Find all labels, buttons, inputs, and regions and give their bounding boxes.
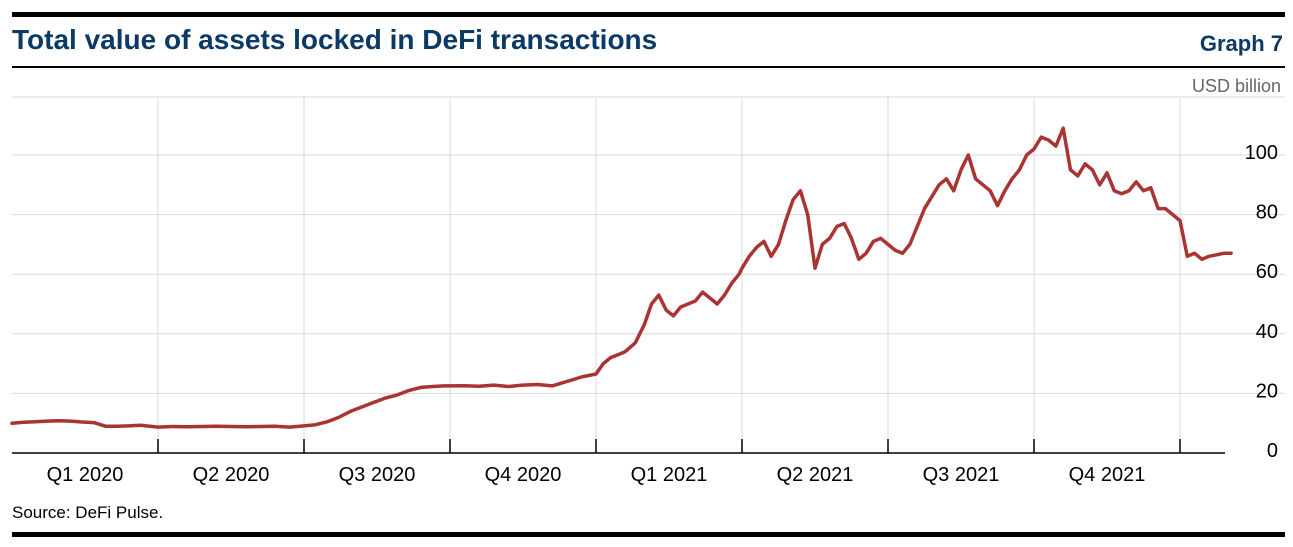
y-tick-label: 40 xyxy=(1256,321,1278,343)
x-tick-label: Q2 2020 xyxy=(193,464,270,486)
x-tick-label: Q1 2020 xyxy=(47,464,124,486)
top-rule xyxy=(12,12,1285,17)
bottom-rule xyxy=(12,532,1285,537)
x-tick-label: Q2 2021 xyxy=(777,464,854,486)
x-tick-label: Q3 2020 xyxy=(339,464,416,486)
horizontal-gridlines xyxy=(12,96,1285,394)
source-note: Source: DeFi Pulse. xyxy=(12,503,164,522)
x-tick-label: Q1 2021 xyxy=(631,464,708,486)
unit-label: USD billion xyxy=(1191,76,1281,96)
y-tick-label: 80 xyxy=(1256,202,1278,224)
title-rule xyxy=(12,66,1285,68)
y-tick-label: 100 xyxy=(1245,142,1278,164)
x-tick-label: Q4 2020 xyxy=(485,464,562,486)
x-tick-label: Q3 2021 xyxy=(923,464,1000,486)
y-axis-labels: 0 20 40 60 80 100 xyxy=(1245,142,1278,462)
x-axis xyxy=(12,439,1225,454)
tvl-series-line xyxy=(10,126,1233,429)
graph-number: Graph 7 xyxy=(1199,31,1283,56)
x-axis-labels: Q1 2020 Q2 2020 Q3 2020 Q4 2020 Q1 2021 Q2 20… xyxy=(47,464,1146,486)
y-tick-label: 20 xyxy=(1256,380,1278,402)
y-tick-label: 0 xyxy=(1267,440,1278,462)
chart-title: Total value of assets locked in DeFi tra… xyxy=(12,24,658,55)
y-tick-label: 60 xyxy=(1256,261,1278,283)
x-tick-label: Q4 2021 xyxy=(1069,464,1146,486)
vertical-gridlines xyxy=(157,97,1181,453)
